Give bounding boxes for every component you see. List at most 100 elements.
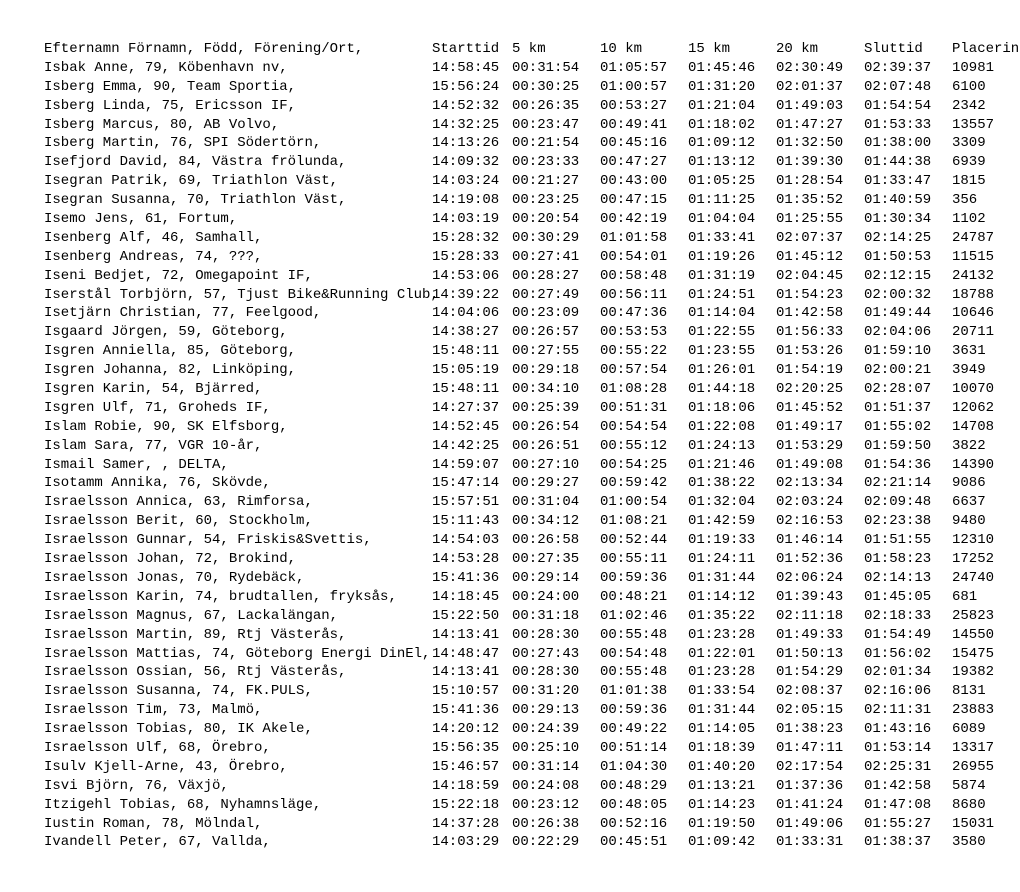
cell-end: 01:38:37 bbox=[864, 833, 952, 852]
data-row: Itzigehl Tobias, 68, Nyhamnsläge,15:22:1… bbox=[44, 796, 976, 815]
cell-name: Israelsson Ossian, 56, Rtj Västerås, bbox=[44, 663, 432, 682]
cell-end: 01:47:08 bbox=[864, 796, 952, 815]
cell-10km: 00:52:16 bbox=[600, 815, 688, 834]
cell-15km: 01:40:20 bbox=[688, 758, 776, 777]
cell-15km: 01:14:12 bbox=[688, 588, 776, 607]
cell-name: Isenberg Andreas, 74, ???, bbox=[44, 248, 432, 267]
cell-5km: 00:27:55 bbox=[512, 342, 600, 361]
data-row: Israelsson Mattias, 74, Göteborg Energi … bbox=[44, 645, 976, 664]
cell-20km: 02:17:54 bbox=[776, 758, 864, 777]
data-row: Iserstål Torbjörn, 57, Tjust Bike&Runnin… bbox=[44, 286, 976, 305]
cell-end: 02:14:13 bbox=[864, 569, 952, 588]
cell-15km: 01:11:25 bbox=[688, 191, 776, 210]
cell-20km: 01:42:58 bbox=[776, 304, 864, 323]
cell-start: 14:32:25 bbox=[432, 116, 512, 135]
cell-15km: 01:26:01 bbox=[688, 361, 776, 380]
cell-name: Israelsson Jonas, 70, Rydebäck, bbox=[44, 569, 432, 588]
cell-5km: 00:31:04 bbox=[512, 493, 600, 512]
cell-place: 3949 bbox=[952, 361, 1012, 380]
cell-10km: 01:05:57 bbox=[600, 59, 688, 78]
cell-10km: 00:55:22 bbox=[600, 342, 688, 361]
cell-15km: 01:22:55 bbox=[688, 323, 776, 342]
cell-start: 14:37:28 bbox=[432, 815, 512, 834]
cell-5km: 00:27:35 bbox=[512, 550, 600, 569]
cell-15km: 01:21:46 bbox=[688, 456, 776, 475]
cell-20km: 01:46:14 bbox=[776, 531, 864, 550]
results-table: Efternamn Förnamn, Född, Förening/Ort,St… bbox=[44, 40, 976, 852]
cell-10km: 00:47:36 bbox=[600, 304, 688, 323]
cell-10km: 01:02:46 bbox=[600, 607, 688, 626]
cell-start: 15:56:24 bbox=[432, 78, 512, 97]
cell-place: 8131 bbox=[952, 682, 1012, 701]
data-row: Isgren Johanna, 82, Linköping,15:05:1900… bbox=[44, 361, 976, 380]
cell-start: 14:53:06 bbox=[432, 267, 512, 286]
data-row: Israelsson Martin, 89, Rtj Västerås,14:1… bbox=[44, 626, 976, 645]
cell-15km: 01:24:13 bbox=[688, 437, 776, 456]
cell-place: 12062 bbox=[952, 399, 1012, 418]
cell-10km: 00:54:25 bbox=[600, 456, 688, 475]
cell-name: Israelsson Ulf, 68, Örebro, bbox=[44, 739, 432, 758]
cell-15km: 01:38:22 bbox=[688, 474, 776, 493]
cell-start: 15:28:32 bbox=[432, 229, 512, 248]
cell-name: Isenberg Alf, 46, Samhall, bbox=[44, 229, 432, 248]
cell-name: Isgren Anniella, 85, Göteborg, bbox=[44, 342, 432, 361]
cell-10km: 00:55:11 bbox=[600, 550, 688, 569]
cell-20km: 01:33:31 bbox=[776, 833, 864, 852]
cell-start: 15:28:33 bbox=[432, 248, 512, 267]
cell-name: Ivandell Peter, 67, Vallda, bbox=[44, 833, 432, 852]
cell-name: Israelsson Martin, 89, Rtj Västerås, bbox=[44, 626, 432, 645]
cell-place: 3822 bbox=[952, 437, 1012, 456]
cell-20km: 01:45:52 bbox=[776, 399, 864, 418]
cell-20km: 01:32:50 bbox=[776, 134, 864, 153]
cell-end: 01:51:37 bbox=[864, 399, 952, 418]
cell-place: 17252 bbox=[952, 550, 1012, 569]
cell-name: Isberg Linda, 75, Ericsson IF, bbox=[44, 97, 432, 116]
cell-start: 15:10:57 bbox=[432, 682, 512, 701]
data-row: Isberg Martin, 76, SPI Södertörn,14:13:2… bbox=[44, 134, 976, 153]
cell-15km: 01:09:12 bbox=[688, 134, 776, 153]
cell-5km: 00:24:39 bbox=[512, 720, 600, 739]
cell-place: 9086 bbox=[952, 474, 1012, 493]
cell-5km: 00:26:51 bbox=[512, 437, 600, 456]
cell-10km: 00:52:44 bbox=[600, 531, 688, 550]
cell-end: Sluttid bbox=[864, 40, 952, 59]
cell-20km: 01:52:36 bbox=[776, 550, 864, 569]
data-row: Israelsson Berit, 60, Stockholm,15:11:43… bbox=[44, 512, 976, 531]
cell-5km: 00:23:33 bbox=[512, 153, 600, 172]
cell-5km: 00:34:10 bbox=[512, 380, 600, 399]
cell-place: 6089 bbox=[952, 720, 1012, 739]
cell-20km: 01:47:11 bbox=[776, 739, 864, 758]
data-row: Israelsson Jonas, 70, Rydebäck,15:41:36 0… bbox=[44, 569, 976, 588]
cell-20km: 01:54:19 bbox=[776, 361, 864, 380]
data-row: Iustin Roman, 78, Mölndal,14:37:2800:26:… bbox=[44, 815, 976, 834]
cell-5km: 00:23:25 bbox=[512, 191, 600, 210]
cell-name: Isemo Jens, 61, Fortum, bbox=[44, 210, 432, 229]
cell-10km: 00:59:36 bbox=[600, 701, 688, 720]
cell-place: 26955 bbox=[952, 758, 1012, 777]
cell-20km: 01:39:43 bbox=[776, 588, 864, 607]
cell-20km: 01:50:13 bbox=[776, 645, 864, 664]
cell-end: 02:16:06 bbox=[864, 682, 952, 701]
cell-end: 01:38:00 bbox=[864, 134, 952, 153]
cell-end: 02:09:48 bbox=[864, 493, 952, 512]
cell-end: 02:23:38 bbox=[864, 512, 952, 531]
cell-name: Isetjärn Christian, 77, Feelgood, bbox=[44, 304, 432, 323]
cell-end: 01:42:58 bbox=[864, 777, 952, 796]
data-row: Iseni Bedjet, 72, Omegapoint IF,14:53:06… bbox=[44, 267, 976, 286]
cell-10km: 00:58:48 bbox=[600, 267, 688, 286]
cell-15km: 01:18:02 bbox=[688, 116, 776, 135]
cell-20km: 02:03:24 bbox=[776, 493, 864, 512]
cell-place: 25823 bbox=[952, 607, 1012, 626]
cell-start: 15:41:36 bbox=[432, 569, 512, 588]
cell-10km: 00:45:51 bbox=[600, 833, 688, 852]
cell-15km: 01:44:18 bbox=[688, 380, 776, 399]
cell-20km: 02:06:24 bbox=[776, 569, 864, 588]
cell-20km: 01:35:52 bbox=[776, 191, 864, 210]
cell-15km: 01:23:28 bbox=[688, 663, 776, 682]
cell-start: 14:27:37 bbox=[432, 399, 512, 418]
data-row: Israelsson Gunnar, 54, Friskis&Svettis,1… bbox=[44, 531, 976, 550]
cell-place: 1102 bbox=[952, 210, 1012, 229]
cell-name: Isberg Martin, 76, SPI Södertörn, bbox=[44, 134, 432, 153]
cell-name: Isvi Björn, 76, Växjö, bbox=[44, 777, 432, 796]
cell-place: 24787 bbox=[952, 229, 1012, 248]
